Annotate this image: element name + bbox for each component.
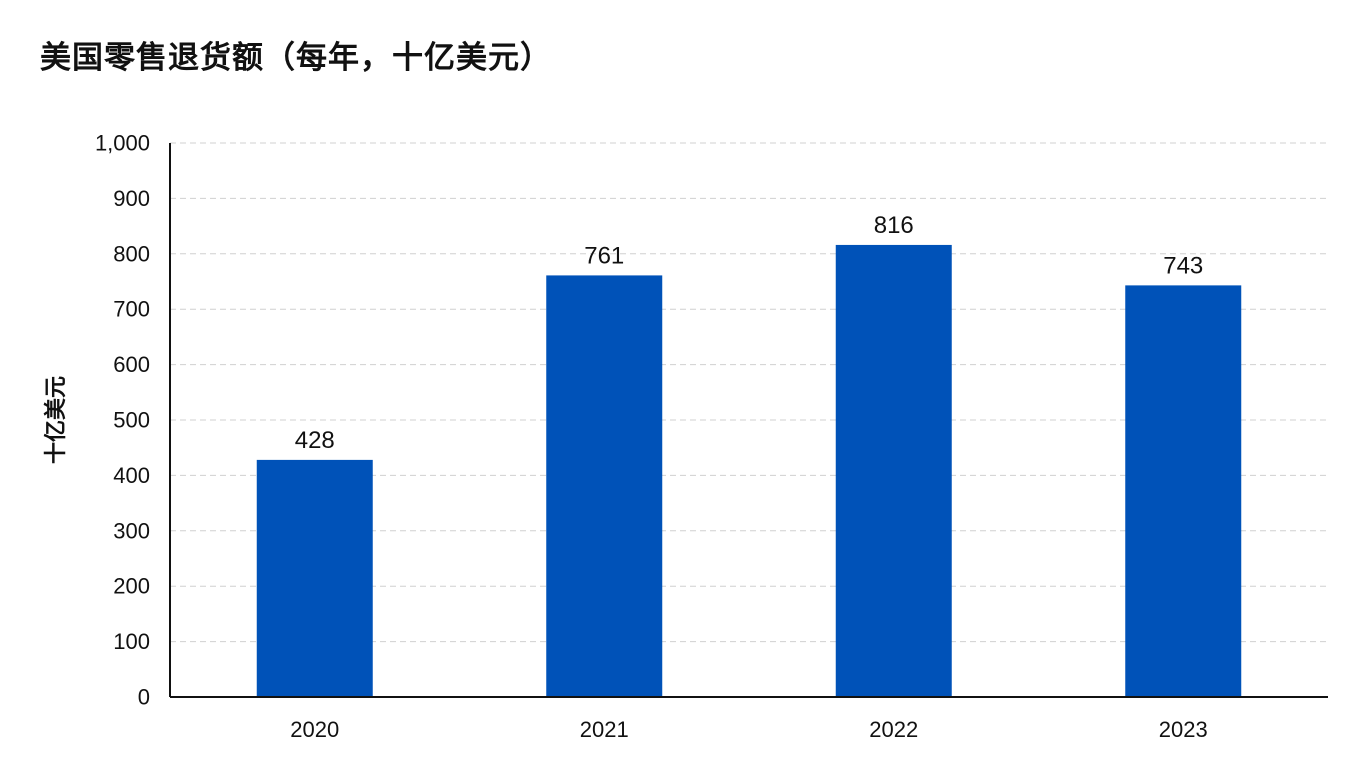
bars xyxy=(256,244,1242,697)
x-tick-label: 2020 xyxy=(290,717,339,742)
bar xyxy=(546,275,663,697)
data-label: 428 xyxy=(295,427,335,454)
y-tick-label: 900 xyxy=(113,186,150,211)
y-tick-label: 800 xyxy=(113,241,150,266)
y-tick-label: 300 xyxy=(113,518,150,543)
y-tick-label: 400 xyxy=(113,463,150,488)
bar xyxy=(835,244,952,697)
axes xyxy=(169,143,1328,698)
x-tick-label: 2021 xyxy=(580,717,629,742)
y-tick-label: 0 xyxy=(138,685,150,710)
data-label: 743 xyxy=(1163,252,1203,279)
y-tick-label: 600 xyxy=(113,352,150,377)
bar xyxy=(256,459,373,697)
data-label: 816 xyxy=(874,212,914,239)
y-tick-label: 700 xyxy=(113,297,150,322)
chart-title: 美国零售退货额（每年，十亿美元） xyxy=(40,40,552,76)
y-tick-label: 1,000 xyxy=(95,131,150,156)
x-tick-label: 2023 xyxy=(1159,717,1208,742)
bar xyxy=(1125,285,1242,697)
data-label: 761 xyxy=(584,242,624,269)
y-tick-label: 200 xyxy=(113,574,150,599)
x-tick-label: 2022 xyxy=(869,717,918,742)
y-tick-label: 100 xyxy=(113,629,150,654)
y-tick-label: 500 xyxy=(113,408,150,433)
labels: 0 100 200 300 400 500 600 700 800 900 1,000 428 2020… xyxy=(95,131,1208,743)
